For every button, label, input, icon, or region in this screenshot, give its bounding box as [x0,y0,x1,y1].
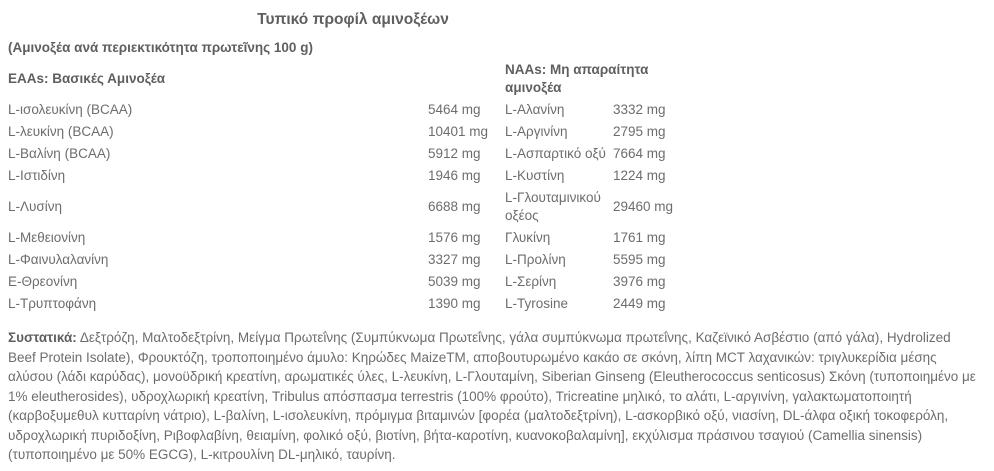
eaa-name-cell: L-Βαλίνη (BCAA) [8,146,111,161]
page-title: Τυπικό προφίλ αμινοξέων [257,11,449,28]
eaa-name-cell: L-ισολευκίνη (BCAA) [8,102,133,117]
eaa-name-cell: L-Ιστιδίνη [8,168,66,183]
ingredients-paragraph: Συστατικά: Δεξτρόζη, Μαλτοδεξτρίνη, Μείγ… [8,328,980,465]
table-row: L-Μεθειονίνη 1576 mg Γλυκίνη 1761 mg [8,227,698,249]
naa-name-cell: L-Tyrosine [505,296,569,311]
table-header-row: EAAs: Βασικές Αμινοξέα NAAs: Μη απαραίτη… [8,59,698,99]
table-row: L-Τρυπτοφάνη 1390 mg L-Tyrosine 2449 mg [8,293,698,315]
subtitle: (Αμινοξέα ανά περιεκτικότητα πρωτεῖνης 1… [8,40,313,55]
naa-value-cell: 2795 mg [613,124,666,139]
eaa-value-cell: 6688 mg [428,199,481,214]
naa-name-cell: L-Ασπαρτικό οξύ [505,146,606,161]
eaa-value-cell: 5464 mg [428,102,481,117]
eaa-name-cell: Ε-Θρεονίνη [8,274,78,289]
eaa-value-cell: 5912 mg [428,146,481,161]
table-row: L-Ιστιδίνη 1946 mg L-Κυστίνη 1224 mg [8,165,698,187]
naa-value-cell: 7664 mg [613,146,666,161]
naa-value-cell: 1761 mg [613,230,666,245]
naa-name-cell: L-Αλανίνη [505,102,565,117]
table-row: L-ισολευκίνη (BCAA) 5464 mg L-Αλανίνη 33… [8,99,698,121]
naa-value-cell: 5595 mg [613,252,666,267]
ingredients-text: Δεξτρόζη, Μαλτοδεξτρίνη, Μείγμα Πρωτεΐνη… [8,330,976,462]
table-row: L-Φαινυλαλανίνη 3327 mg L-Προλίνη 5595 m… [8,249,698,271]
eaa-value-cell: 1576 mg [428,230,481,245]
naa-value-cell: 2449 mg [613,296,666,311]
eaa-value-cell: 1390 mg [428,296,481,311]
table-row: Ε-Θρεονίνη 5039 mg L-Σερίνη 3976 mg [8,271,698,293]
naa-name-cell: L-Προλίνη [505,252,566,267]
table-row: L-λευκίνη (BCAA) 10401 mg L-Αργινίνη 279… [8,121,698,143]
naa-name-cell: L-Σερίνη [505,274,557,289]
naa-name-cell: L-Γλουταμινικού οξέος [505,190,601,223]
eaa-name-cell: L-Φαινυλαλανίνη [8,252,109,267]
eaa-header: EAAs: Βασικές Αμινοξέα [8,71,166,86]
eaa-value-cell: 10401 mg [428,124,489,139]
eaa-value-cell: 1946 mg [428,168,481,183]
naa-value-cell: 1224 mg [613,168,666,183]
eaa-name-cell: L-Τρυπτοφάνη [8,296,97,311]
amino-profile-section: Τυπικό προφίλ αμινοξέων (Αμινοξέα ανά πε… [8,6,698,315]
eaa-name-cell: L-λευκίνη (BCAA) [8,124,114,139]
naa-value-cell: 3976 mg [613,274,666,289]
naa-value-cell: 3332 mg [613,102,666,117]
naa-name-cell: L-Κυστίνη [505,168,565,183]
amino-acid-table: EAAs: Βασικές Αμινοξέα NAAs: Μη απαραίτη… [8,59,698,315]
eaa-value-cell: 3327 mg [428,252,481,267]
table-row: L-Λυσίνη 6688 mg L-Γλουταμινικού οξέος 2… [8,187,698,227]
table-row: L-Βαλίνη (BCAA) 5912 mg L-Ασπαρτικό οξύ … [8,143,698,165]
eaa-name-cell: L-Λυσίνη [8,199,62,214]
ingredients-label: Συστατικά: [8,330,77,345]
naa-header: NAAs: Μη απαραίτητα αμινοξέα [505,62,649,95]
eaa-value-cell: 5039 mg [428,274,481,289]
naa-value-cell: 29460 mg [613,199,674,214]
eaa-name-cell: L-Μεθειονίνη [8,230,86,245]
naa-name-cell: L-Αργινίνη [505,124,568,139]
naa-name-cell: Γλυκίνη [505,230,551,245]
